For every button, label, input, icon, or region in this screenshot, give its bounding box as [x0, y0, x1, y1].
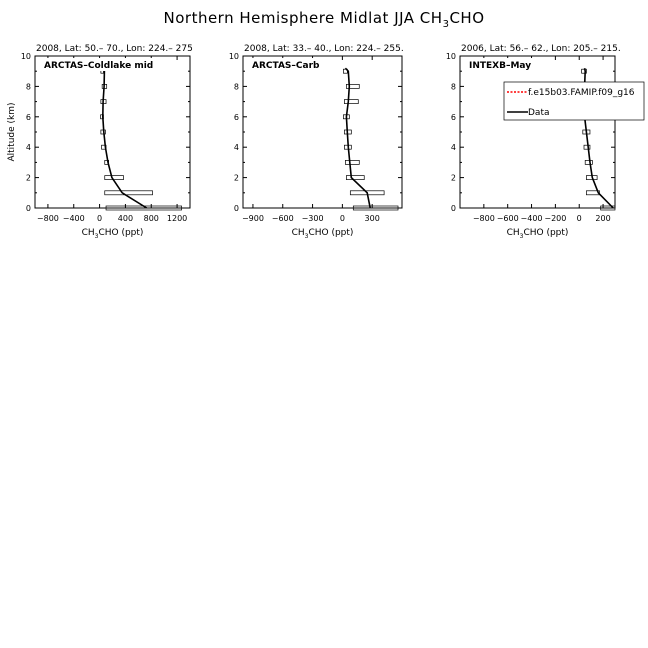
y-tick-label: 4 — [26, 143, 31, 152]
x-tick-label: −400 — [63, 214, 85, 223]
range-box — [344, 99, 359, 104]
series-line-data — [344, 67, 371, 209]
range-box — [583, 144, 591, 150]
range-box — [600, 205, 616, 211]
range-box — [345, 160, 360, 165]
chart-panel-1: 2008, Lat: 50.– 70., Lon: 224.– 275 0 2 4 6 8… — [7, 44, 193, 240]
panel-label-bg — [249, 58, 323, 71]
range-box — [104, 175, 124, 180]
range-box — [586, 190, 600, 196]
x-tick-label: −800 — [37, 214, 59, 223]
panel-header: 2008, Lat: 33.– 40., Lon: 224.– 255. — [244, 44, 404, 54]
range-box — [584, 160, 593, 165]
y-tick-label: 10 — [21, 52, 31, 61]
panel-header: 2006, Lat: 56.– 62., Lon: 205.– 215. — [461, 44, 621, 54]
x-axis-title: CH3CHO (ppt) — [292, 228, 354, 240]
legend-label: Data — [528, 108, 550, 118]
figure-title: Northern Hemisphere Midlat JJA CH3CHO — [164, 9, 485, 30]
x-tick-label: 1200 — [167, 214, 187, 223]
y-tick-label: 6 — [26, 113, 31, 122]
x-tick-label: −200 — [544, 214, 566, 223]
x-tick-label: 0 — [340, 214, 345, 223]
y-tick-label: 0 — [26, 204, 31, 213]
panel-label: ARCTAS–Coldlake mid — [44, 61, 153, 71]
y-tick-label: 8 — [234, 82, 239, 91]
x-tick-label: 0 — [97, 214, 102, 223]
y-tick-label: 6 — [451, 113, 456, 122]
y-tick-label: 8 — [26, 82, 31, 91]
x-tick-label: −600 — [497, 214, 519, 223]
y-tick-label: 2 — [451, 174, 456, 183]
x-tick-label: 800 — [144, 214, 159, 223]
x-tick-label: −600 — [272, 214, 294, 223]
panel-label: INTEXB–May — [469, 61, 531, 71]
range-box — [346, 175, 365, 180]
y-tick-label: 0 — [451, 204, 456, 213]
series-line-data — [581, 68, 614, 209]
plot-frame — [242, 55, 403, 209]
x-tick-label: −300 — [302, 214, 324, 223]
plot-frame — [459, 55, 616, 209]
panel-label-bg — [466, 58, 534, 71]
y-tick-label: 4 — [234, 143, 239, 152]
y-tick-label: 2 — [234, 174, 239, 183]
y-tick-label: 4 — [451, 143, 456, 152]
x-tick-label: 400 — [118, 214, 133, 223]
y-tick-label: 10 — [446, 52, 456, 61]
series-line-data — [101, 67, 148, 209]
panel-label-bg — [41, 58, 163, 71]
panel-label: ARCTAS–Carb — [252, 61, 320, 71]
plot-frame — [34, 55, 191, 209]
legend-label: f.e15b03.FAMIP.f09_g16 — [528, 88, 635, 98]
y-axis-title: Altitude (km) — [7, 102, 17, 161]
chart-panel-2: 2008, Lat: 33.– 40., Lon: 224.– 255. 0 2 4 6… — [229, 44, 404, 240]
x-tick-label: −400 — [521, 214, 543, 223]
range-box — [346, 84, 360, 89]
x-tick-label: −800 — [473, 214, 495, 223]
x-tick-label: −900 — [242, 214, 264, 223]
range-box — [104, 190, 153, 196]
x-axis-title: CH3CHO (ppt) — [82, 228, 144, 240]
x-tick-label: 200 — [595, 214, 610, 223]
y-tick-label: 0 — [234, 204, 239, 213]
y-tick-label: 10 — [229, 52, 239, 61]
legend-box — [503, 81, 645, 121]
y-tick-label: 2 — [26, 174, 31, 183]
range-box — [352, 205, 399, 211]
y-tick-label: 8 — [451, 82, 456, 91]
x-tick-label: 0 — [577, 214, 582, 223]
y-tick-label: 6 — [234, 113, 239, 122]
chart-panel-3: 2006, Lat: 56.– 62., Lon: 205.– 215. 0 2 4 6… — [446, 44, 645, 240]
x-axis-title: CH3CHO (ppt) — [507, 228, 569, 240]
panel-header: 2008, Lat: 50.– 70., Lon: 224.– 275 — [36, 44, 193, 54]
x-tick-label: 300 — [365, 214, 380, 223]
